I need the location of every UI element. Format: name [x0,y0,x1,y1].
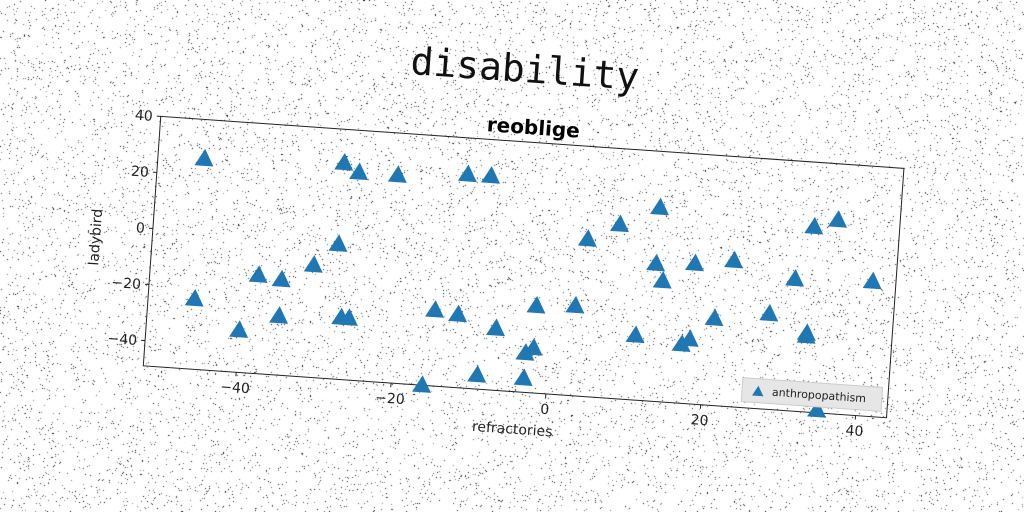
scatter-point [349,162,369,181]
scatter-points [184,148,882,418]
scatter-point [303,255,323,273]
plot-group: reoblige −40 −20 0 20 40 −40 −20 0 20 40 refracto… [86,108,905,441]
scatter-point [724,250,744,269]
x-axis-label: refractories [471,419,553,441]
scatter-point [526,296,546,314]
scatter-point [448,304,468,323]
scatter-point [523,338,543,356]
scatter-point [625,325,645,344]
scatter-point [425,300,445,318]
scatter-point [796,326,816,344]
scatter-point [565,295,585,314]
scatter-point [248,265,268,283]
x-tick-label: 0 [540,402,550,419]
scatter-point [229,320,249,338]
scatter-point [679,329,699,347]
scatter-point [650,197,670,216]
scatter-point [513,368,533,386]
y-tick-label: 20 [130,164,149,181]
scatter-point [184,289,204,307]
scatter-point [862,271,882,290]
scatter-point [338,308,358,326]
scatter-point [387,165,407,183]
y-tick-label: −20 [111,275,142,293]
scatter-point [467,365,487,383]
scatter-point [685,253,704,272]
scatter-point [652,271,672,289]
scatter-point [828,210,848,228]
scatter-point [671,334,691,352]
y-tick-label: 40 [134,108,153,125]
scatter-point [412,375,431,393]
scatter-point [194,148,214,167]
y-tick-label: −40 [107,331,138,349]
page-title: disability [409,39,640,99]
scatter-point [481,166,501,184]
chart-title: reoblige [486,112,581,142]
scatter-point [457,164,477,183]
x-tick-label: 40 [845,423,864,440]
legend-marker-triangle [752,385,764,397]
x-tick-label: −20 [375,390,406,408]
scatter-point [807,400,826,418]
x-tick-label: −40 [220,379,251,397]
scatter-point [269,306,289,324]
plot-area-frame [142,115,905,419]
scatter-point [334,153,354,171]
scatter-point [804,216,824,235]
scatter-point [577,229,597,247]
scatter-point [704,308,724,327]
scatter-point [486,318,505,337]
scatter-point [609,214,629,233]
scatter-point [328,234,348,252]
scatter-point [271,269,291,288]
legend: anthropopathism [740,377,884,412]
scatter-point [759,303,779,322]
x-tick-label: 20 [690,412,709,429]
scatter-point [646,253,666,272]
y-tick-label: 0 [135,220,145,237]
legend-box [740,377,884,412]
scatter-point [785,269,805,287]
y-axis-label: ladybird [86,208,106,266]
scatter-point [515,343,535,361]
axis-ticks: −40 −20 0 20 40 −40 −20 0 20 40 [107,108,864,441]
